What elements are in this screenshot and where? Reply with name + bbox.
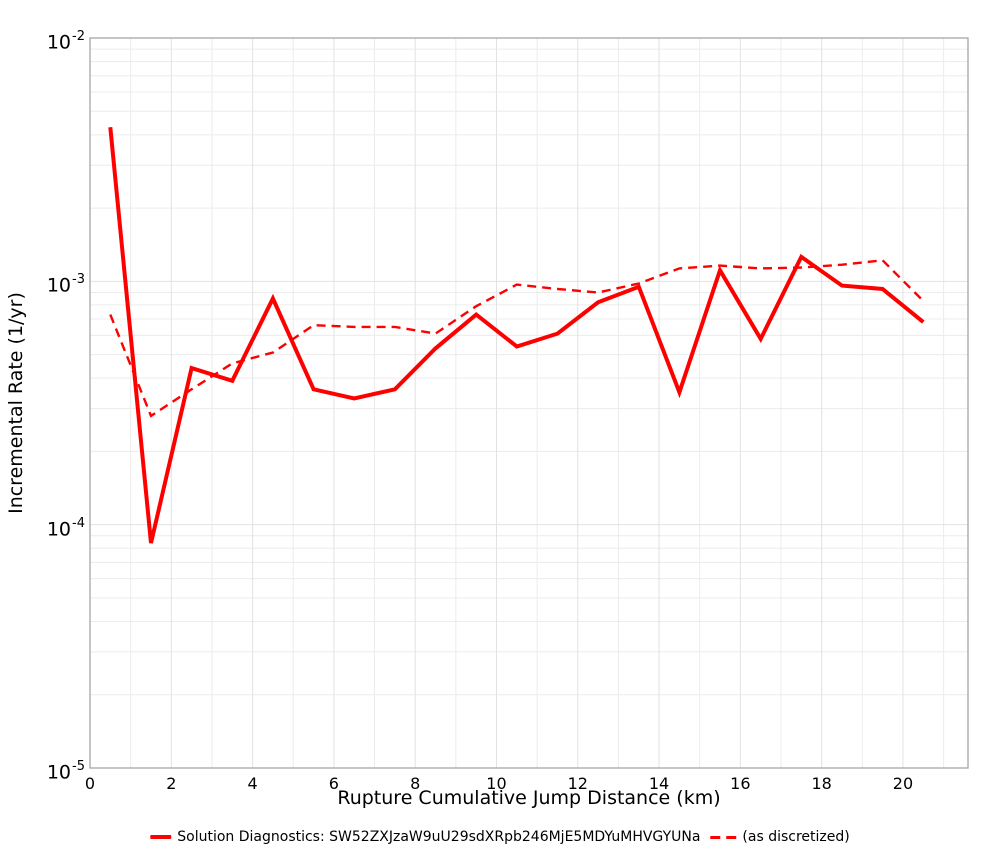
- legend-solid-label: Solution Diagnostics: SW52ZXJzaW9uU29sdX…: [177, 829, 701, 845]
- y-tick-label: 10-5: [46, 759, 85, 784]
- x-tick-label: 8: [410, 774, 421, 793]
- series-solution-line: [108, 127, 925, 544]
- legend: Solution Diagnostics: SW52ZXJzaW9uU29sdX…: [150, 828, 850, 846]
- x-axis-title: Rupture Cumulative Jump Distance (km): [337, 787, 721, 809]
- y-tick-label: 10-3: [46, 272, 85, 297]
- series-discretized-line: [109, 259, 925, 418]
- major-gridlines: [90, 37, 968, 769]
- x-tick-label: 4: [247, 774, 258, 793]
- x-tick-label: 2: [166, 774, 177, 793]
- legend-dashed-label: (as discretized): [742, 829, 850, 845]
- legend-dashed-line-swatch: [710, 835, 737, 839]
- legend-solid-line-swatch: [150, 835, 172, 839]
- plot-border: [89, 37, 969, 769]
- x-tick-label: 16: [730, 774, 751, 793]
- x-tick-label: 20: [892, 774, 914, 793]
- x-tick-label: 10: [486, 774, 507, 793]
- y-tick-label: 10-2: [46, 29, 85, 54]
- x-tick-label: 18: [811, 774, 832, 793]
- x-tick-label: 6: [328, 774, 339, 793]
- x-tick-label: 14: [648, 774, 670, 793]
- y-axis-title: Incremental Rate (1/yr): [5, 292, 27, 514]
- x-tick-label: 0: [84, 774, 96, 793]
- x-tick-label: 12: [567, 774, 588, 793]
- y-tick-label: 10-4: [46, 515, 85, 540]
- minor-gridlines: [90, 38, 968, 768]
